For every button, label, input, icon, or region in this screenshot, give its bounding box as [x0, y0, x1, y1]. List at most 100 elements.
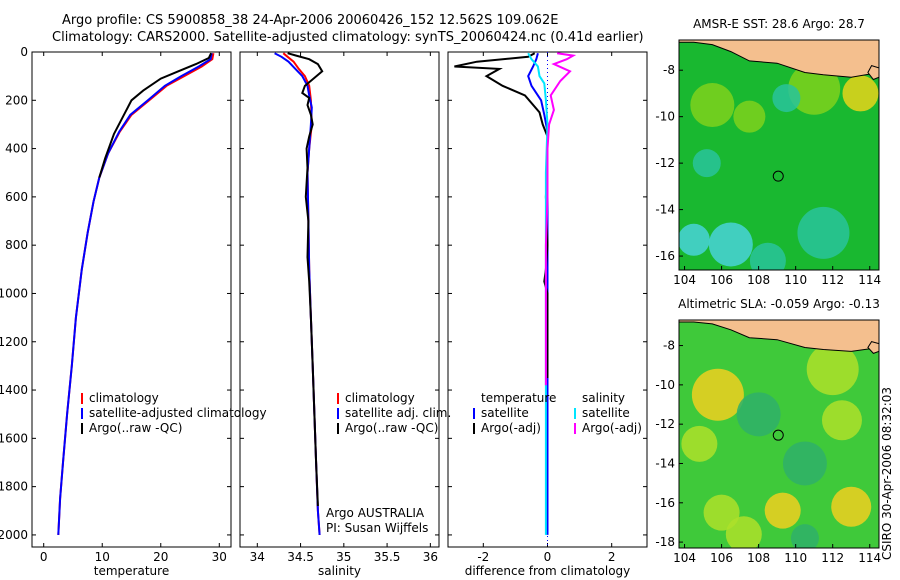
legend-entry: satellite adj. clim. — [345, 406, 451, 420]
x-tick-label: 114 — [858, 273, 881, 287]
y-tick-label: 800 — [5, 238, 28, 252]
temperature-xlabel: temperature — [94, 564, 169, 578]
series-line-satellite-adjusted-climatology — [57, 53, 213, 535]
series-line-temperature-satellite — [527, 52, 549, 535]
argo-float-marker — [772, 429, 784, 441]
y-tick-label: -12 — [655, 156, 675, 170]
sla_map-field — [679, 320, 879, 548]
x-tick-label: 2 — [608, 550, 616, 564]
land-bali — [867, 65, 879, 81]
y-tick-label: 600 — [5, 190, 28, 204]
x-tick-label: 106 — [710, 273, 733, 287]
y-tick-label: 1600 — [0, 431, 28, 445]
y-tick-label: 1400 — [0, 383, 28, 397]
sst_map-field — [679, 40, 879, 270]
field-anomaly — [691, 368, 744, 421]
y-tick-label: 0 — [20, 45, 28, 59]
figure-title-line2: Climatology: CARS2000. Satellite-adjuste… — [52, 30, 644, 45]
sla_map-frame — [678, 319, 880, 549]
series-line-salinity-satellite — [527, 52, 549, 535]
x-tick-label: 108 — [747, 551, 770, 565]
x-tick-label: 20 — [153, 550, 168, 564]
land-java — [679, 40, 879, 78]
y-tick-label: -14 — [655, 203, 675, 217]
legend-entry: climatology — [345, 391, 415, 405]
series-line-temperature-argo-adj- — [454, 52, 549, 378]
legend-entry: salinity — [582, 391, 625, 405]
field-anomaly — [806, 343, 859, 396]
y-tick-label: -16 — [655, 496, 675, 510]
annotation-text: PI: Susan Wijffels — [326, 521, 428, 535]
series-line-salinity-argo-adj- — [544, 52, 577, 386]
temperature-panel: 0 200 400 600 800 1000 1200 1400 1600 1800 2000 0 10… — [0, 45, 267, 578]
x-tick-label: -2 — [477, 550, 489, 564]
temperature-axes-box — [31, 51, 232, 548]
field-anomaly — [772, 84, 801, 113]
field-anomaly — [797, 206, 850, 259]
salinity-axes-box — [239, 51, 440, 548]
x-tick-label: 112 — [821, 273, 844, 287]
x-tick-label: 34.5 — [287, 550, 314, 564]
legend-entry: Argo(-adj) — [481, 421, 541, 435]
field-anomaly — [842, 75, 879, 112]
figure-title-line1: Argo profile: CS 5900858_38 24-Apr-2006 … — [62, 13, 559, 28]
x-tick-label: 34 — [250, 550, 265, 564]
field-anomaly — [725, 516, 762, 548]
argo-float-marker — [772, 170, 784, 182]
difference-xlabel: difference from climatology — [465, 564, 631, 578]
series-line-climatology — [57, 53, 215, 535]
series-line-argo-raw-qc- — [98, 52, 213, 178]
legend-entry: temperature — [481, 391, 556, 405]
field-anomaly — [708, 222, 753, 267]
y-tick-label: -18 — [655, 535, 675, 549]
legend-entry: satellite-adjusted climatology — [89, 406, 267, 420]
field-anomaly — [764, 492, 801, 529]
y-tick-label: -8 — [663, 63, 675, 77]
y-tick-label: -12 — [655, 417, 675, 431]
sst_map-panel: AMSR-E SST: 28.6 Argo: 28.7 104 106 108 110 1… — [655, 17, 881, 287]
land-bali — [867, 341, 879, 354]
land-java — [679, 320, 879, 352]
sla_map-panel: Altimetric SLA: -0.059 Argo: -0.13 104 106… — [655, 297, 881, 565]
y-tick-label: 1800 — [0, 480, 28, 494]
x-tick-label: 104 — [673, 551, 696, 565]
x-tick-label: 114 — [858, 551, 881, 565]
y-tick-label: -8 — [663, 339, 675, 353]
y-tick-label: 200 — [5, 93, 28, 107]
y-tick-label: 1200 — [0, 335, 28, 349]
salinity-panel: 34 34.5 35 35.5 36 salinity climatologysatelli… — [239, 51, 451, 578]
annotation-text: Argo AUSTRALIA — [326, 506, 425, 520]
x-tick-label: 36 — [423, 550, 438, 564]
x-tick-label: 0 — [544, 550, 552, 564]
field-anomaly — [831, 486, 872, 527]
field-anomaly — [690, 83, 735, 128]
x-tick-label: 35.5 — [374, 550, 401, 564]
legend-entry: satellite — [481, 406, 529, 420]
field-anomaly — [681, 425, 718, 462]
x-tick-label: 112 — [821, 551, 844, 565]
field-anomaly — [703, 494, 740, 531]
legend-entry: Argo(..raw -QC) — [345, 421, 438, 435]
y-tick-label: -14 — [655, 456, 675, 470]
y-tick-label: -10 — [655, 110, 675, 124]
x-tick-label: 108 — [747, 273, 770, 287]
x-tick-label: 35 — [336, 550, 351, 564]
x-tick-label: 110 — [784, 551, 807, 565]
x-tick-label: 104 — [673, 273, 696, 287]
y-tick-label: -16 — [655, 249, 675, 263]
x-tick-label: 110 — [784, 273, 807, 287]
field-anomaly — [679, 223, 710, 256]
salinity-xlabel: salinity — [318, 564, 361, 578]
series-line-argo-raw-qc- — [287, 52, 324, 507]
field-anomaly — [692, 149, 721, 178]
sst_map-frame — [678, 39, 880, 271]
field-anomaly — [733, 100, 766, 133]
legend-entry: climatology — [89, 391, 159, 405]
x-tick-label: 0 — [40, 550, 48, 564]
field-anomaly — [788, 62, 841, 115]
legend-entry: Argo(..raw -QC) — [89, 421, 182, 435]
legend-entry: satellite — [582, 406, 630, 420]
x-tick-label: 30 — [212, 550, 227, 564]
